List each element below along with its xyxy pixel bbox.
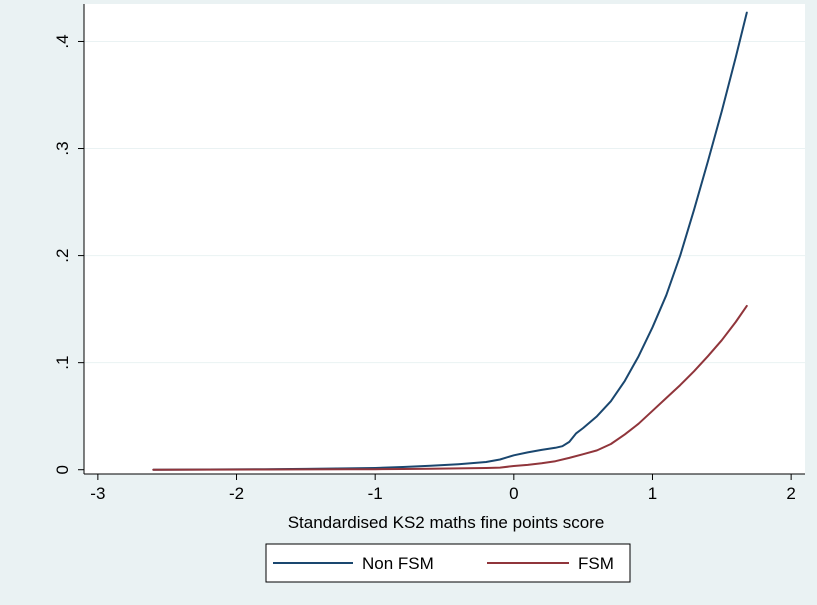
x-tick-label: -1 (368, 484, 383, 503)
x-tick-label: -3 (90, 484, 105, 503)
series-line-fsm (152, 304, 748, 471)
legend-label-fsm: FSM (578, 554, 614, 573)
y-tick-label: .3 (53, 141, 72, 155)
x-tick-label: 1 (648, 484, 657, 503)
legend-label-non-fsm: Non FSM (362, 554, 434, 573)
x-tick-label: 0 (509, 484, 518, 503)
y-tick-label: .4 (53, 34, 72, 48)
y-tick-label: .2 (53, 249, 72, 263)
series-layer (152, 11, 748, 471)
legend: Non FSM FSM (265, 543, 631, 583)
axes: -3 -2 -1 0 1 2 0 .1 .2 .3 .4 (53, 4, 805, 503)
y-tick-label: .1 (53, 356, 72, 370)
series-line-non-fsm (152, 11, 748, 471)
grid-lines (84, 40, 805, 364)
y-tick-label: 0 (53, 465, 72, 474)
x-tick-label: -2 (229, 484, 244, 503)
x-tick-label: 2 (786, 484, 795, 503)
x-axis-title: Standardised KS2 maths fine points score (288, 513, 605, 532)
plot-area (84, 4, 805, 474)
